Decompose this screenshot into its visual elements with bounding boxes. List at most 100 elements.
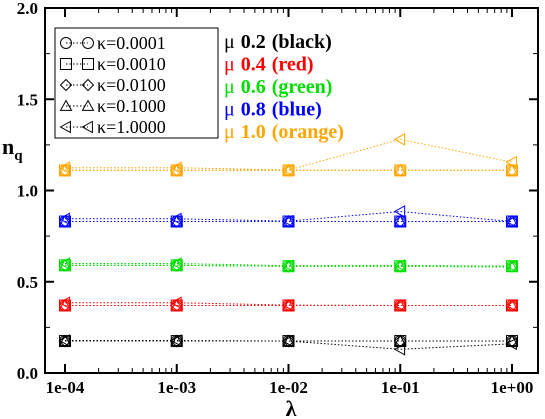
- kappa-legend-marker-right: [81, 99, 95, 111]
- mu-value: 1.0: [241, 121, 266, 143]
- data-point-mu0.4-kappa1: [281, 298, 294, 312]
- data-point-mu0.2-kappa1: [58, 334, 70, 347]
- data-point-mu0.4-kappa0.1: [393, 298, 407, 311]
- data-point-mu1-kappa0.01: [505, 164, 519, 177]
- mu-symbol: μ: [224, 99, 235, 121]
- series-line-mu0.6-kappa0.1: [65, 264, 513, 268]
- data-point-mu0.6-kappa0.01: [170, 259, 183, 272]
- data-point-mu0.8-kappa0.01: [394, 215, 407, 228]
- mu-value: 0.6: [241, 76, 266, 98]
- series-line-mu0.6-kappa1: [65, 263, 513, 267]
- kappa-legend-marker-left: [60, 37, 72, 49]
- kappa-legend-marker-right: [81, 78, 95, 92]
- data-point-mu0.2-kappa1: [505, 337, 517, 351]
- y-tick-label: 2.0: [17, 0, 38, 18]
- data-point-mu0.4-kappa1: [393, 299, 406, 312]
- data-point-mu0.8-kappa0.1: [170, 214, 184, 227]
- data-point-mu0.8-kappa0.01: [505, 215, 519, 228]
- x-tick-label: 1e-03: [157, 378, 196, 397]
- kappa-legend-label: κ=0.0100: [97, 75, 166, 95]
- y-tick-label: 1.5: [17, 90, 38, 109]
- kappa-legend-marker-right: [82, 58, 94, 70]
- data-point-mu0.4-kappa1: [505, 299, 517, 312]
- data-point-mu1-kappa1: [281, 163, 294, 177]
- mu-color-label: (orange): [272, 121, 344, 143]
- data-point-mu0.8-kappa1: [505, 215, 517, 228]
- data-point-mu0.4-kappa0.1: [505, 298, 519, 311]
- data-point-mu0.8-kappa1: [393, 205, 406, 218]
- kappa-legend-marker-right: [81, 120, 93, 134]
- data-point-mu1-kappa1: [393, 133, 406, 146]
- data-point-mu1-kappa0.1: [505, 163, 519, 176]
- data-point-mu1-kappa1: [505, 155, 517, 169]
- x-axis-title: λ: [286, 396, 297, 419]
- data-point-mu0.6-kappa1: [170, 257, 182, 270]
- data-point-mu0.4-kappa0.01: [394, 299, 407, 312]
- mu-value: 0.4: [241, 54, 266, 76]
- mu-symbol: μ: [224, 76, 235, 98]
- mu-legend-entry: μ 0.6 (green): [224, 76, 332, 98]
- mu-legend-entry: μ 0.2 (black): [224, 31, 332, 53]
- data-point-mu0.6-kappa1: [58, 257, 70, 270]
- data-point-mu1-kappa1: [58, 161, 70, 175]
- kappa-legend-box: [54, 27, 219, 139]
- x-tick-label: 1e-01: [381, 378, 420, 397]
- data-point-mu0.2-kappa1: [281, 334, 294, 348]
- mu-color-label: (red): [272, 54, 314, 76]
- kappa-legend-marker-left: [59, 99, 73, 111]
- mu-legend-entry: μ 1.0 (orange): [224, 121, 344, 143]
- data-point-mu0.2-kappa0.1: [505, 334, 519, 346]
- ticks-layer: 1e-04 1e-03 1e-02 1e-01 1e+00 0.0 0.5 1.0 1.5 2.0: [17, 0, 538, 397]
- data-point-mu0.4-kappa1: [58, 296, 70, 310]
- data-point-mu1-kappa0.1: [170, 163, 184, 176]
- mu-legend-entry: μ 0.4 (red): [224, 54, 314, 76]
- kappa-legend-marker-left: [59, 120, 71, 134]
- kappa-legend-marker-left: [60, 58, 72, 70]
- mu-symbol: μ: [224, 31, 235, 53]
- data-point-mu1-kappa0.1: [393, 163, 407, 176]
- data-point-mu0.8-kappa1: [58, 212, 70, 226]
- data-point-mu0.2-kappa1: [170, 334, 182, 347]
- series-line-mu1-kappa1: [65, 138, 513, 171]
- mu-color-label: (blue): [272, 99, 322, 121]
- series-line-mu0.4-kappa1: [65, 302, 512, 306]
- y-axis-title-main: n: [2, 134, 14, 159]
- x-tick-label: 1e-02: [269, 378, 308, 397]
- mu-color-label: (black): [272, 31, 332, 53]
- mu-color-label: (green): [272, 76, 333, 98]
- data-point-mu0.8-kappa1: [281, 214, 294, 228]
- data-point-mu0.8-kappa0.1: [58, 214, 72, 227]
- mu-value: 0.8: [241, 99, 266, 121]
- y-tick-label: 0.5: [17, 273, 38, 292]
- data-point-mu0.4-kappa0.1: [170, 298, 184, 311]
- data-point-mu0.6-kappa0.1: [505, 260, 519, 273]
- x-tick-label: 1e-04: [46, 378, 85, 397]
- data-point-mu0.6-kappa1: [393, 258, 406, 272]
- y-axis-title: nq: [2, 134, 23, 164]
- data-point-mu0.6-kappa1: [505, 259, 517, 273]
- kappa-legend-label: κ=1.0000: [97, 117, 166, 137]
- series-line-mu0.8-kappa1: [65, 210, 513, 223]
- data-point-mu0.2-kappa0.01: [282, 334, 295, 348]
- data-point-mu1-kappa1: [170, 161, 182, 175]
- kappa-legend-label: κ=0.0001: [97, 33, 166, 53]
- y-axis-title-sub: q: [14, 148, 23, 164]
- mu-symbol: μ: [224, 54, 235, 76]
- x-tick-label: 1e+00: [491, 378, 534, 397]
- data-point-mu0.8-kappa1: [170, 212, 182, 226]
- kappa-legend-marker-left: [59, 78, 73, 92]
- mu-value: 0.2: [241, 31, 266, 53]
- data-point-mu0.2-kappa0.1: [393, 334, 407, 346]
- data-point-mu0.2-kappa1: [393, 342, 406, 356]
- mu-legend-entry: μ 0.8 (blue): [224, 99, 322, 121]
- data-point-mu1-kappa0.01: [394, 164, 407, 177]
- mu-legend: μ 0.2 (black) μ 0.4 (red) μ 0.6 (green) μ 0.8 (blue…: [224, 31, 344, 143]
- data-point-mu0.2-kappa0.1: [282, 334, 295, 346]
- series-line-mu0.2-kappa1: [65, 340, 513, 350]
- data-point-mu1-kappa0.1: [58, 163, 72, 176]
- data-point-mu0.4-kappa0.1: [58, 298, 72, 311]
- kappa-legend-label: κ=0.0010: [97, 54, 166, 74]
- data-layer: [58, 133, 519, 356]
